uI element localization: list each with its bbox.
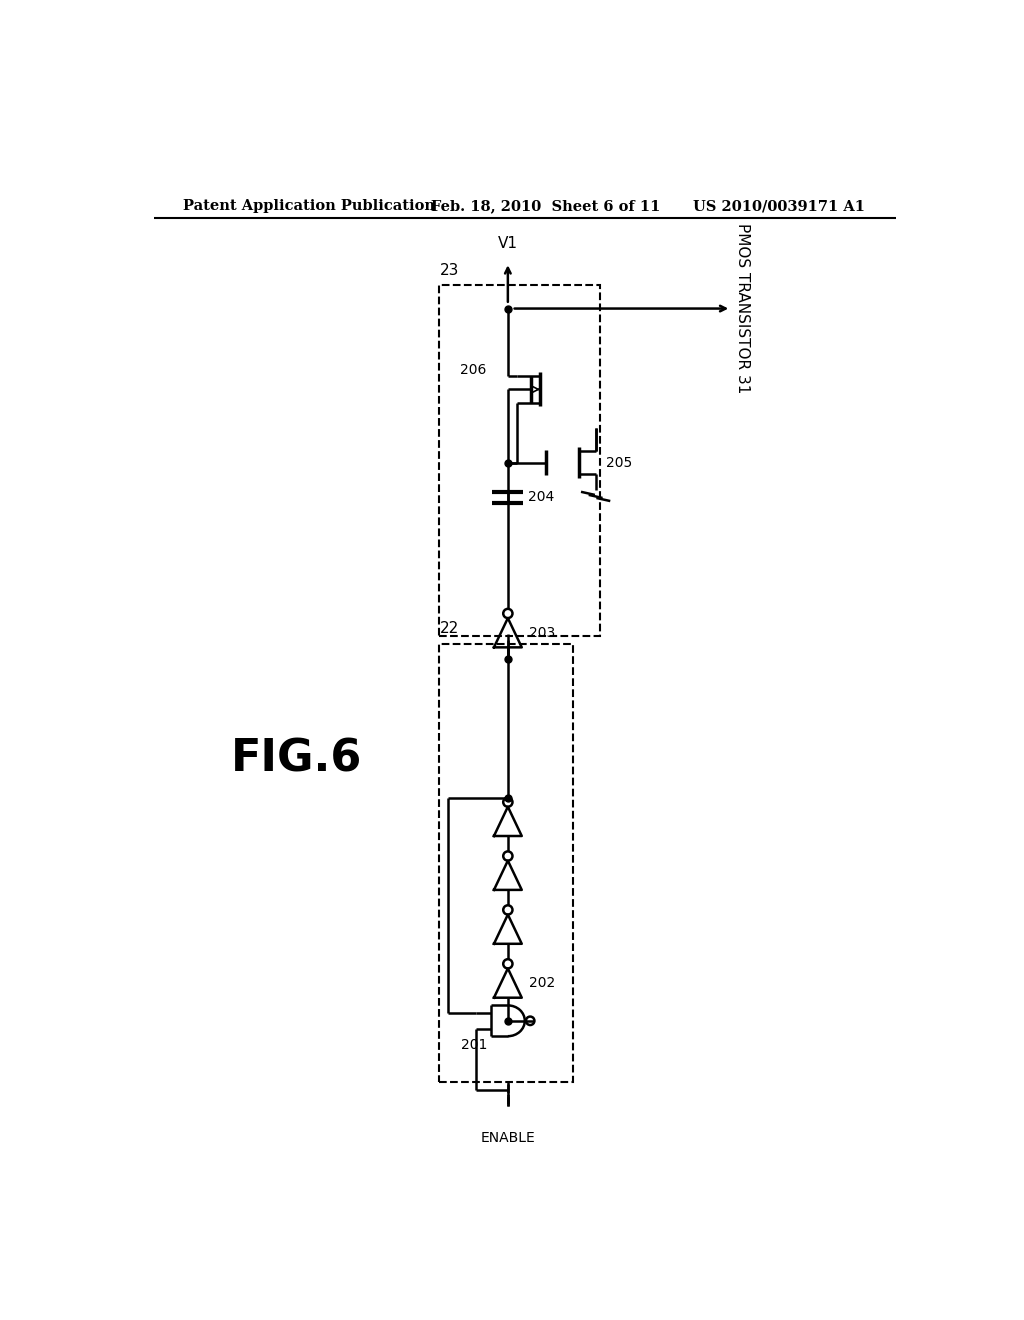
- Bar: [438, 285, 600, 636]
- Text: ENABLE: ENABLE: [480, 1131, 536, 1144]
- Text: 203: 203: [528, 626, 555, 640]
- Text: V1: V1: [498, 236, 518, 251]
- Bar: [438, 644, 573, 1082]
- Text: 201: 201: [461, 1038, 487, 1052]
- Text: Patent Application Publication: Patent Application Publication: [183, 199, 435, 213]
- Text: FIG.6: FIG.6: [230, 738, 362, 780]
- Text: 202: 202: [528, 975, 555, 990]
- Text: 204: 204: [528, 490, 554, 504]
- Text: PMOS TRANSISTOR 31: PMOS TRANSISTOR 31: [735, 223, 750, 393]
- Text: 22: 22: [440, 620, 460, 636]
- Text: 206: 206: [460, 363, 486, 378]
- Text: 23: 23: [440, 263, 460, 277]
- Text: Feb. 18, 2010  Sheet 6 of 11: Feb. 18, 2010 Sheet 6 of 11: [431, 199, 660, 213]
- Text: US 2010/0039171 A1: US 2010/0039171 A1: [692, 199, 864, 213]
- Text: 205: 205: [605, 455, 632, 470]
